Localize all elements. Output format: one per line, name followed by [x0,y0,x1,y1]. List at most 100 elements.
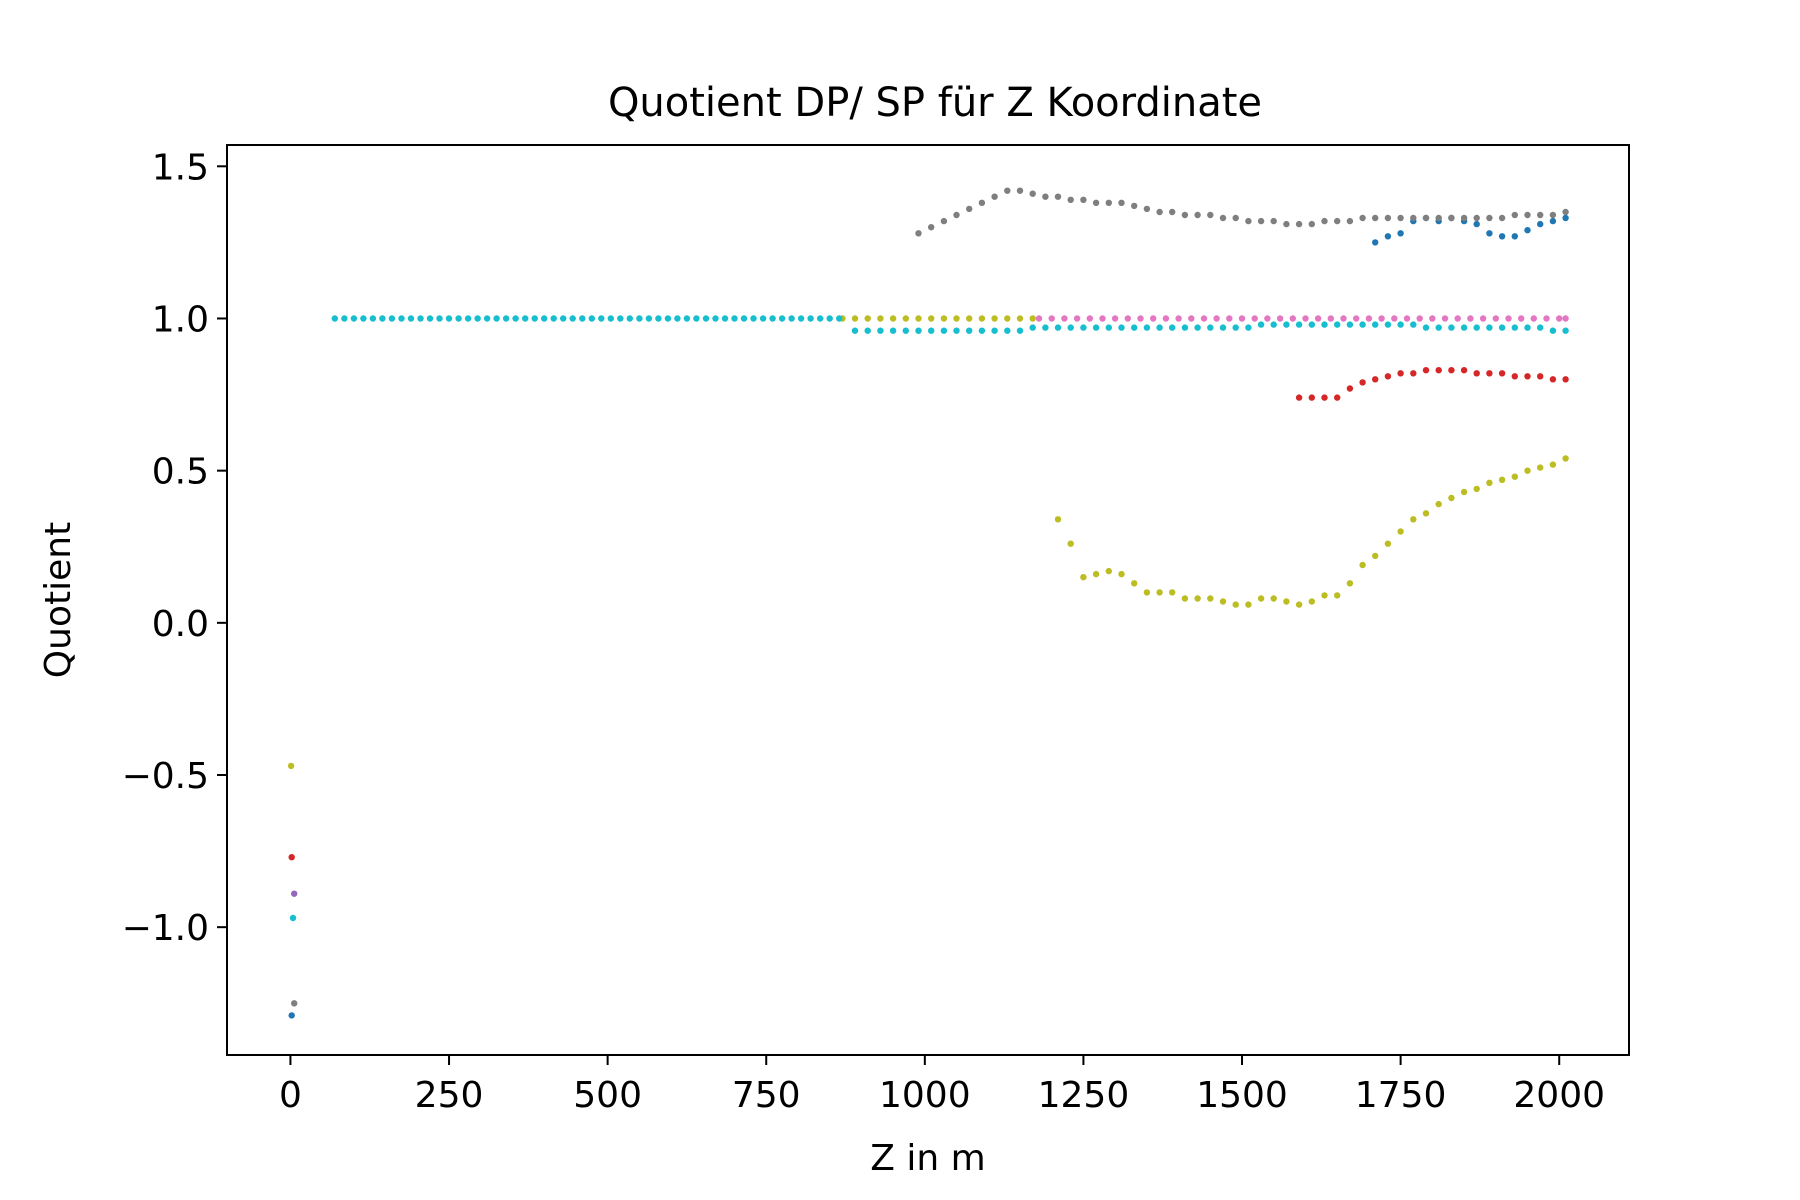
data-point [1092,324,1100,331]
data-point [1251,315,1258,322]
data-point [1511,211,1519,219]
data-point [502,315,510,322]
data-point [1549,327,1557,334]
data-point [1245,601,1252,608]
data-point [1467,315,1474,322]
data-point [1131,324,1138,331]
data-point [1403,315,1411,322]
data-point [1194,211,1201,219]
data-point [807,315,814,322]
data-point [1391,315,1398,322]
data-point [1473,485,1480,493]
x-axis-ticks: 0 250 500 750 1000 1250 1500 1750 2000 [279,1055,1605,1116]
data-point [1486,214,1493,222]
data-point [464,315,472,322]
x-tick-label: 1250 [1038,1075,1130,1116]
data-point [1372,376,1379,383]
data-point [1207,595,1214,602]
data-point [579,315,586,322]
data-point [1245,217,1252,225]
data-point [1302,315,1309,322]
data-point [1549,376,1557,383]
data-point [1289,315,1297,322]
data-point [1257,321,1265,328]
data-point [1372,239,1379,246]
data-point [1092,570,1100,578]
data-point [1150,315,1157,322]
data-point [1143,589,1151,596]
data-point [1321,217,1328,225]
data-point [1473,214,1480,222]
data-point [1524,227,1531,234]
data-point [350,315,358,322]
data-point [607,315,614,322]
data-point [626,315,633,322]
data-point [1143,205,1151,213]
data-point [721,315,729,322]
data-point [1295,220,1303,228]
data-point [1486,479,1493,486]
data-point [1460,488,1468,496]
data-point [1207,211,1214,219]
data-point [889,315,897,322]
data-point [1365,315,1373,322]
data-point [1556,315,1563,322]
data-point [1181,595,1189,602]
data-point [693,315,700,322]
data-point [1429,315,1436,322]
data-point [940,327,948,334]
data-point [1397,528,1404,535]
data-point [1283,321,1290,328]
data-point [1397,370,1404,377]
data-point [788,315,795,322]
data-point [1416,315,1423,322]
data-point [1054,193,1062,200]
data-point [877,315,884,322]
data-point [966,205,973,213]
data-point [1232,214,1239,222]
data-point [664,315,672,322]
data-point [1245,324,1252,331]
data-point [1264,315,1271,322]
data-point [1346,385,1354,392]
data-point [1498,233,1506,240]
x-tick-label: 250 [415,1075,484,1116]
data-point [1118,324,1125,331]
data-point [1346,321,1354,328]
data-point [731,315,738,322]
data-point [1492,315,1500,322]
data-point [864,315,871,322]
data-point [398,315,405,322]
data-point [1029,190,1036,197]
data-point [1232,324,1239,331]
data-point [1448,367,1455,374]
data-point [1562,315,1569,322]
data-point [1549,461,1557,468]
data-point [1105,199,1113,206]
data-point [759,315,767,322]
data-point [474,315,481,322]
data-point [1169,589,1176,596]
data-point [483,315,491,322]
data-point [1460,214,1468,222]
data-point [288,1012,295,1019]
data-point [902,315,909,322]
y-tick-label: 1.0 [152,299,209,340]
data-point [817,315,824,322]
data-point [877,327,884,334]
data-point [1549,211,1557,219]
data-point [1156,208,1163,216]
data-point [1524,324,1531,331]
data-point [560,315,567,322]
data-point [287,762,295,770]
data-point [1111,315,1119,322]
data-point [953,327,960,334]
data-point [1131,580,1138,587]
data-point [1105,324,1113,331]
data-point [1073,315,1081,322]
data-point [1372,321,1379,328]
data-point [1213,315,1220,322]
data-point [1143,324,1151,331]
data-point [1308,394,1316,401]
